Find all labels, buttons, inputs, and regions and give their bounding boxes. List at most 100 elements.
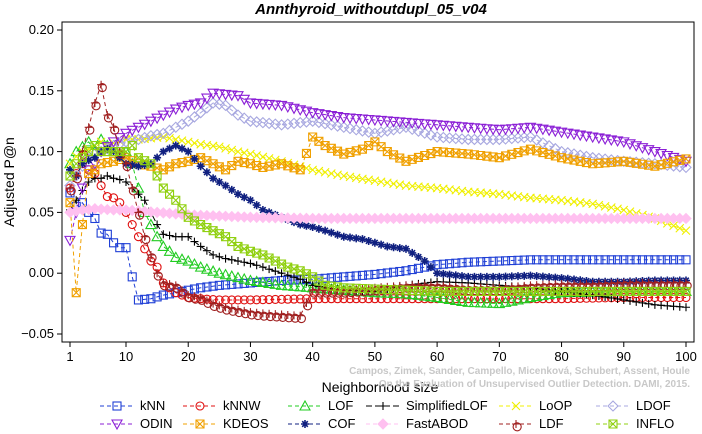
data-point-odin-78 <box>549 126 562 138</box>
legend-item-inflo: INFLO <box>596 416 674 431</box>
data-point-ldf-6 <box>103 111 114 123</box>
data-point-knn-45 <box>345 271 355 281</box>
data-point-loop-90 <box>625 207 635 217</box>
data-point-odin-15 <box>157 110 170 122</box>
data-point-cof-65 <box>470 272 479 281</box>
data-point-knnw-12 <box>140 244 150 254</box>
x-tick-label-10: 10 <box>119 349 133 364</box>
data-point-simplifiedlof-30 <box>252 261 261 270</box>
data-point-simplifiedlof-92 <box>638 298 647 307</box>
data-point-odin-59 <box>431 120 444 131</box>
data-point-odin-72 <box>512 123 524 135</box>
data-point-knn-67 <box>482 256 492 267</box>
data-point-cof-28 <box>240 193 249 202</box>
credit-line-0: Campos, Zimek, Sander, Campello, Micenko… <box>349 366 690 377</box>
data-point-lof-37 <box>294 280 307 292</box>
data-point-lof-36 <box>288 280 300 291</box>
legend-item-lof: LOF <box>288 398 353 413</box>
data-point-ldof-21 <box>194 106 207 119</box>
data-point-knn-80 <box>563 255 573 265</box>
x-tick-label-90: 90 <box>617 349 631 364</box>
data-point-knn-5 <box>96 228 106 238</box>
data-point-lof-75 <box>530 290 543 302</box>
data-point-odin-14 <box>151 113 164 125</box>
data-point-odin-49 <box>368 115 381 127</box>
data-point-lof-27 <box>232 271 244 283</box>
data-point-odin-84 <box>586 132 599 144</box>
data-point-odin-24 <box>213 89 226 100</box>
data-point-lof-17 <box>169 251 182 262</box>
legend-item-cof: COF <box>288 416 356 431</box>
data-point-ldof-35 <box>281 118 294 130</box>
data-point-lof-15 <box>157 240 170 251</box>
data-point-knn-8 <box>115 243 125 253</box>
data-point-simplifiedlof-9 <box>122 178 130 186</box>
legend-label-inflo: INFLO <box>636 416 674 431</box>
data-point-loop-98 <box>675 223 685 233</box>
data-point-lof-31 <box>256 276 269 287</box>
data-point-ldf-26 <box>227 304 238 316</box>
data-point-knn-68 <box>488 256 498 266</box>
data-point-knnw-34 <box>277 294 287 304</box>
legend-label-odin: ODIN <box>140 416 173 431</box>
data-point-cof-6 <box>103 145 112 154</box>
data-point-knnw-53 <box>395 294 405 304</box>
data-point-knn-71 <box>507 256 517 266</box>
data-point-knn-88 <box>613 255 623 265</box>
data-point-odin-18 <box>176 102 188 114</box>
data-point-cof-59 <box>433 269 442 278</box>
data-point-ldf-15 <box>159 278 170 291</box>
data-point-ldf-28 <box>240 306 250 319</box>
data-point-knnw-28 <box>239 295 249 305</box>
data-point-lof-26 <box>225 269 238 281</box>
data-point-ldof-56 <box>412 125 425 137</box>
legend-swatch-marker-fastabod <box>377 418 389 430</box>
data-point-odin-2 <box>76 183 89 195</box>
y-tick-label-5: 0.20 <box>29 22 54 37</box>
data-point-knn-43 <box>333 272 343 282</box>
data-point-inflo-30 <box>252 248 262 258</box>
data-point-odin-30 <box>250 98 263 110</box>
data-point-lof-25 <box>219 268 232 280</box>
data-point-odin-66 <box>474 123 487 135</box>
data-point-knn-98 <box>675 255 685 265</box>
data-point-cof-68 <box>489 272 498 281</box>
data-point-cof-44 <box>339 232 348 241</box>
data-point-cof-71 <box>507 272 516 281</box>
data-point-ldf-29 <box>246 308 257 320</box>
data-point-knn-60 <box>438 259 448 269</box>
data-point-cof-40 <box>314 224 323 233</box>
legend-swatch-marker-lof <box>299 399 311 411</box>
data-point-cof-45 <box>346 233 354 242</box>
data-point-knn-87 <box>606 255 616 265</box>
data-point-lof-64 <box>462 296 475 307</box>
data-point-knn-7 <box>109 238 119 248</box>
data-point-knnw-99 <box>681 292 691 303</box>
data-point-cof-2 <box>78 159 87 168</box>
data-point-cof-21 <box>196 162 205 171</box>
data-point-cof-49 <box>370 238 379 247</box>
legend-swatch-marker-odin <box>111 419 123 431</box>
data-point-odin-80 <box>561 128 574 140</box>
data-point-ldf-23 <box>209 299 219 311</box>
data-point-knn-11 <box>133 295 143 305</box>
data-point-knn-49 <box>370 269 380 279</box>
data-point-odin-85 <box>592 133 605 145</box>
data-point-cof-20 <box>190 154 199 163</box>
data-point-ldof-38 <box>300 116 313 128</box>
data-point-knn-65 <box>469 257 479 267</box>
data-point-knnw-52 <box>389 294 399 304</box>
data-point-knn-78 <box>550 255 560 265</box>
data-point-simplifiedlof-8 <box>115 175 124 184</box>
data-point-knn-51 <box>382 268 392 278</box>
data-point-loop-99 <box>681 226 691 236</box>
data-point-odin-50 <box>375 115 388 127</box>
data-point-ldf-3 <box>84 123 95 135</box>
data-point-knn-48 <box>364 270 374 280</box>
data-point-ldof-14 <box>151 128 163 141</box>
series-line-knnw <box>69 163 686 301</box>
data-point-knnw-32 <box>264 295 274 305</box>
data-point-knn-33 <box>270 276 280 286</box>
data-point-knn-62 <box>451 258 461 268</box>
data-point-cof-61 <box>445 270 454 279</box>
